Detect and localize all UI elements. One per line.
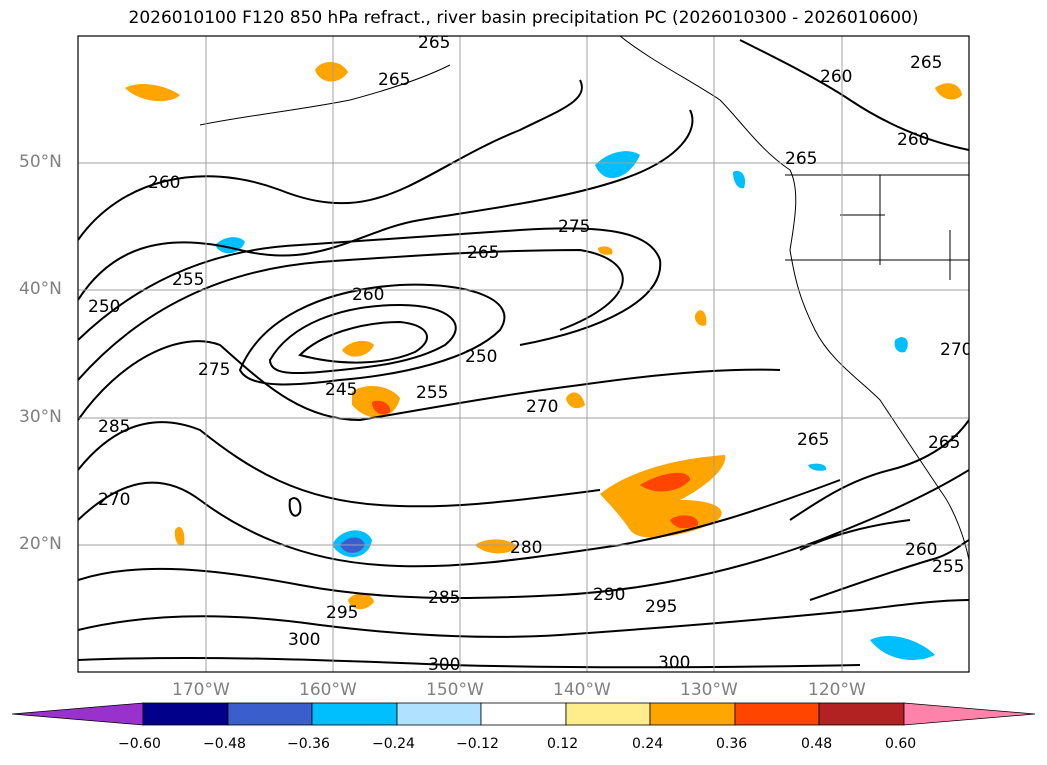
contour-label: 285: [98, 417, 130, 437]
colorbar-tick: −0.48: [203, 736, 246, 752]
contour-label: 270: [526, 397, 558, 417]
colorbar: [11, 702, 1036, 726]
map-title: 2026010100 F120 850 hPa refract., river …: [128, 8, 919, 28]
contour-label: 265: [467, 243, 499, 263]
lon-label-170w: 170°W: [172, 680, 230, 700]
colorbar-tick: −0.12: [456, 736, 499, 752]
colorbar-tick: −0.24: [372, 736, 415, 752]
coastlines: [199, 36, 969, 561]
contour-label: 300: [288, 630, 320, 650]
lat-label-40n: 40°N: [19, 279, 62, 299]
colorbar-tick: 0.24: [632, 736, 664, 752]
contour-label: 265: [418, 33, 450, 53]
plot-frame: [77, 35, 970, 673]
contour-label: 275: [558, 217, 590, 237]
contour-label: 300: [428, 655, 460, 675]
contour-label: 255: [172, 270, 204, 290]
contour-label: 260: [352, 285, 384, 305]
contour-label: 285: [428, 588, 460, 608]
colorbar-tick: 0.36: [716, 736, 748, 752]
lon-label-160w: 160°W: [299, 680, 357, 700]
contour-label: 270: [98, 490, 130, 510]
contour-label: 260: [148, 173, 180, 193]
contour-label: 245: [325, 380, 357, 400]
contour-label: 265: [378, 70, 410, 90]
lon-label-130w: 130°W: [680, 680, 738, 700]
contour-label: 270: [940, 340, 972, 360]
lon-label-140w: 140°W: [553, 680, 611, 700]
colorbar-tick: 0.12: [547, 736, 579, 752]
contour-label: 290: [593, 585, 625, 605]
precip-anomaly-fills: [125, 62, 962, 660]
contour-label: 265: [797, 430, 829, 450]
contour-label: 295: [645, 597, 677, 617]
colorbar-tick: 0.48: [801, 736, 833, 752]
contour-label: 275: [198, 360, 230, 380]
lon-label-120w: 120°W: [808, 680, 866, 700]
contour-label: 250: [465, 347, 497, 367]
contour-label: 265: [785, 149, 817, 169]
contour-label: 280: [510, 538, 542, 558]
refractivity-contours: [78, 39, 969, 669]
colorbar-tick: −0.36: [287, 736, 330, 752]
contour-label-group: 265 265 260 265 260 265 260 275 265 255 …: [88, 33, 972, 675]
colorbar-tick: −0.60: [118, 736, 161, 752]
colorbar-tick: 0.60: [885, 736, 917, 752]
lon-label-150w: 150°W: [426, 680, 484, 700]
contour-label: 260: [897, 130, 929, 150]
contour-label: 260: [820, 67, 852, 87]
contour-label: 295: [326, 603, 358, 623]
lat-label-30n: 30°N: [19, 407, 62, 427]
contour-label: 260: [905, 540, 937, 560]
contour-label: 300: [658, 653, 690, 673]
contour-label: 265: [928, 433, 960, 453]
graticule: [78, 36, 969, 672]
lat-label-50n: 50°N: [19, 152, 62, 172]
contour-label: 265: [910, 53, 942, 73]
contour-label: 255: [416, 383, 448, 403]
lat-label-20n: 20°N: [19, 534, 62, 554]
contour-label: 250: [88, 297, 120, 317]
contour-label: 255: [932, 557, 964, 577]
